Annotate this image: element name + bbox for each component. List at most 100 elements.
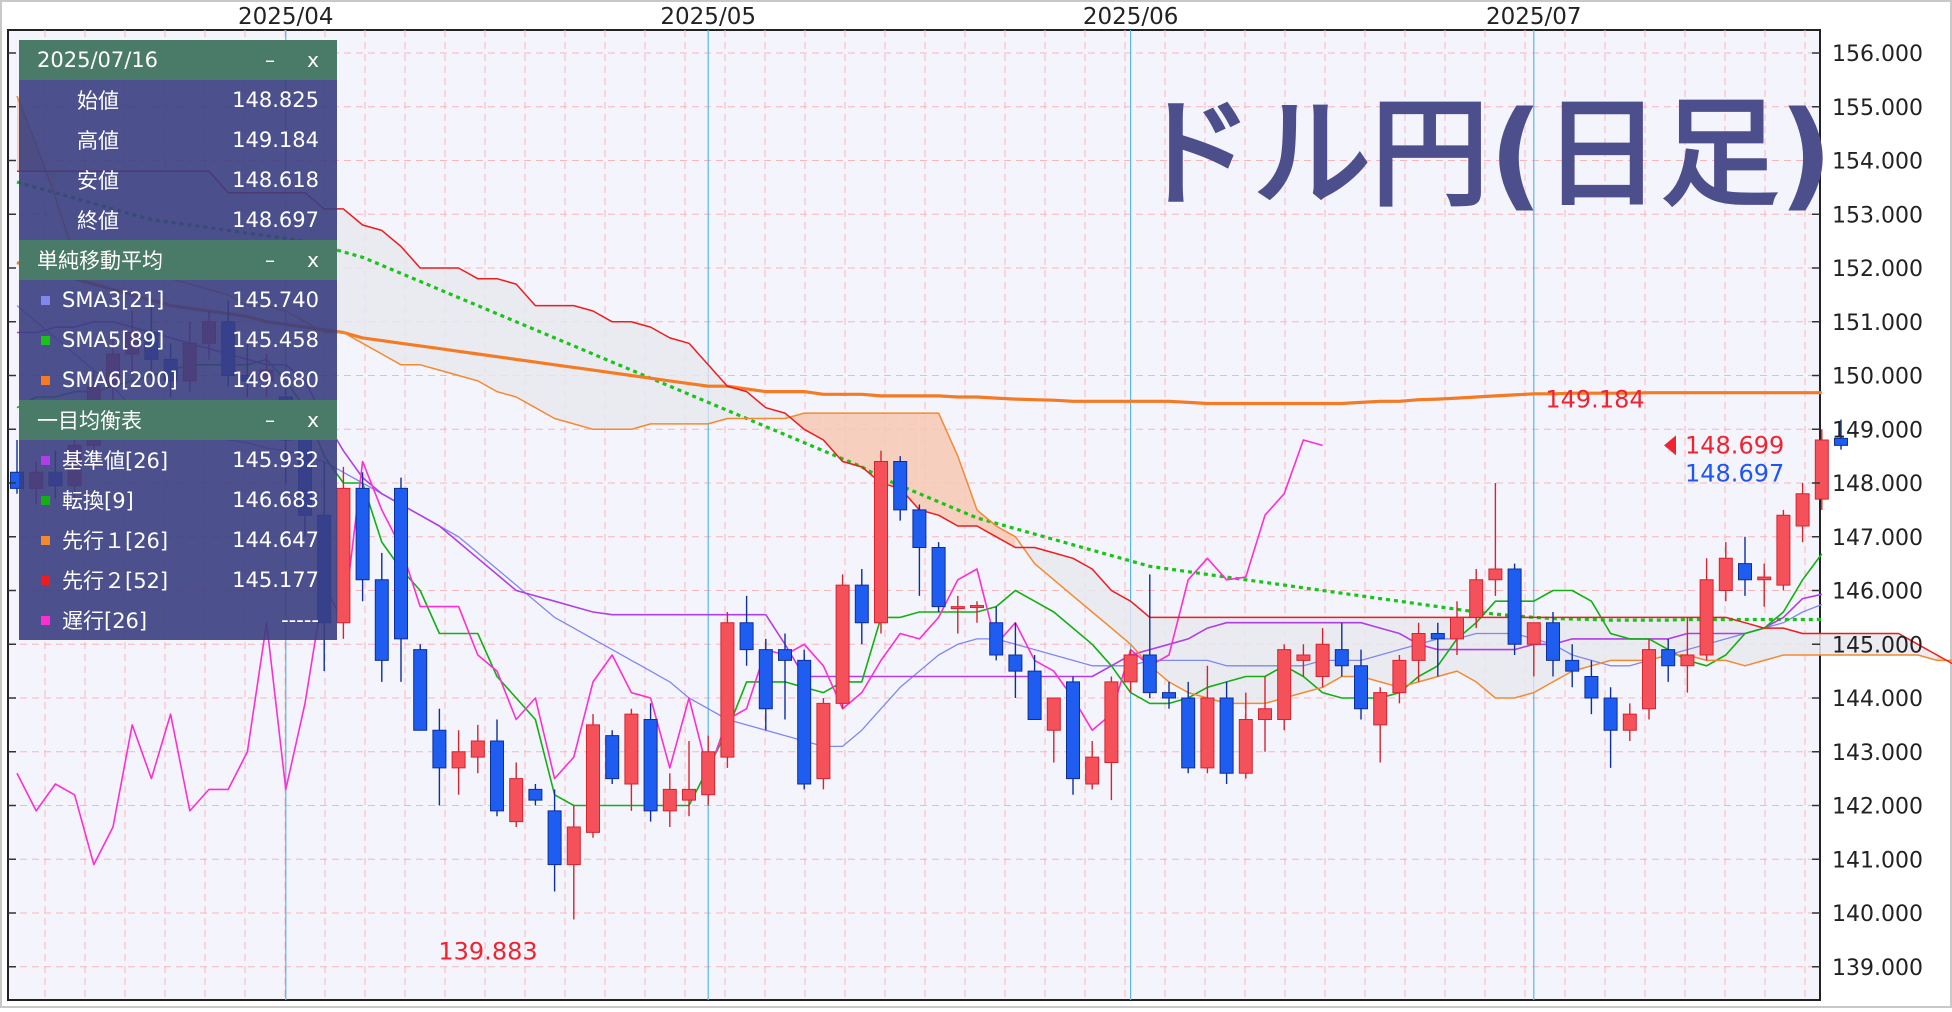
ohlc-row-high: 高値 149.184 bbox=[19, 120, 337, 160]
cloud-segment bbox=[957, 456, 977, 526]
legend-swatch bbox=[41, 535, 50, 545]
candle-body bbox=[912, 509, 927, 548]
candle-body bbox=[1411, 633, 1426, 661]
ichimoku-value: 146.683 bbox=[232, 488, 319, 512]
cloud-segment bbox=[477, 278, 497, 392]
candle-body bbox=[1757, 576, 1772, 581]
candle-body bbox=[1584, 676, 1599, 699]
candle-body bbox=[816, 702, 831, 780]
candle-body bbox=[547, 810, 562, 866]
candle-body bbox=[1123, 654, 1138, 683]
legend-swatch bbox=[41, 295, 50, 305]
ichimoku-value: 145.177 bbox=[232, 568, 319, 592]
cloud-segment bbox=[727, 386, 747, 419]
candle-body bbox=[701, 751, 716, 796]
cloud-segment bbox=[1764, 628, 1784, 661]
axes: 139.000 140.000 141.000 142.000 143.000 144.0… bbox=[8, 4, 1923, 981]
candle-body bbox=[355, 487, 370, 581]
candle-body bbox=[1718, 557, 1733, 591]
sma-title: 単純移動平均 bbox=[37, 249, 163, 273]
candle-body bbox=[432, 729, 447, 769]
candle-body bbox=[720, 622, 735, 758]
candle-body bbox=[413, 649, 428, 731]
bid-marker-icon bbox=[1664, 435, 1676, 456]
ichimoku-value: 144.647 bbox=[232, 528, 319, 552]
cloud-segment bbox=[1073, 558, 1093, 612]
ohlc-row-open: 始値 148.825 bbox=[19, 80, 337, 120]
ichimoku-label: 基準値[26] bbox=[62, 449, 169, 473]
chart-title: ドル円(日足) bbox=[1135, 85, 1833, 223]
ohlc-value: 148.697 bbox=[232, 208, 319, 232]
ichimoku-close-button[interactable]: x bbox=[307, 408, 319, 432]
candle-body bbox=[778, 649, 792, 661]
candle-body bbox=[394, 487, 408, 640]
legend-swatch bbox=[41, 495, 50, 505]
ohlc-header: 2025/07/16 – x bbox=[19, 40, 337, 80]
sma-row-sma5: SMA5[89] 145.458 bbox=[19, 320, 337, 360]
cloud-segment bbox=[362, 225, 382, 354]
sma-value: 149.680 bbox=[232, 368, 319, 392]
candle-body bbox=[1373, 692, 1388, 726]
ichimoku-minimize-button[interactable]: – bbox=[265, 408, 275, 432]
candle-body bbox=[1622, 713, 1637, 731]
candle-body bbox=[970, 605, 984, 609]
high-price-label: 149.184 bbox=[1545, 385, 1644, 413]
cloud-segment bbox=[497, 278, 517, 397]
candle-body bbox=[1795, 493, 1810, 527]
ohlc-minimize-button[interactable]: – bbox=[265, 48, 275, 72]
candle-body bbox=[643, 719, 658, 812]
cloud-segment bbox=[516, 284, 536, 408]
y-tick-label: 143.000 bbox=[1832, 741, 1923, 766]
ohlc-value: 148.618 bbox=[232, 168, 319, 192]
cloud-segment bbox=[842, 413, 862, 467]
cloud-segment bbox=[1860, 633, 1880, 655]
ichimoku-value: 145.932 bbox=[232, 448, 319, 472]
x-month-label: 2025/04 bbox=[238, 4, 334, 30]
candle-body bbox=[682, 788, 696, 801]
cloud-segment bbox=[1879, 633, 1899, 655]
cloud-segment bbox=[1034, 547, 1054, 580]
ohlc-label: 始値 bbox=[77, 89, 119, 113]
candle-body bbox=[1488, 568, 1503, 581]
candle-body bbox=[586, 724, 600, 833]
y-tick-label: 142.000 bbox=[1832, 795, 1923, 820]
cloud-segment bbox=[1188, 617, 1208, 698]
ohlc-date: 2025/07/16 bbox=[37, 48, 159, 72]
candle-body bbox=[1219, 697, 1234, 774]
sma-row-sma6: SMA6[200] 149.680 bbox=[19, 360, 337, 400]
candle-body bbox=[1008, 654, 1023, 672]
legend-swatch bbox=[41, 615, 50, 625]
candle-body bbox=[950, 606, 965, 610]
candle-body bbox=[758, 649, 773, 710]
candle-body bbox=[490, 740, 504, 812]
ichimoku-row-senkou2: 先行２[52] 145.177 bbox=[19, 560, 337, 600]
ohlc-value: 148.825 bbox=[232, 88, 319, 112]
cloud-segment bbox=[1841, 633, 1861, 655]
cloud-segment bbox=[381, 230, 401, 365]
x-month-label: 2025/06 bbox=[1083, 4, 1179, 30]
y-tick-label: 154.000 bbox=[1832, 150, 1923, 175]
sma-row-sma3: SMA3[21] 145.740 bbox=[19, 280, 337, 320]
sma-close-button[interactable]: x bbox=[307, 248, 319, 272]
ichimoku-row-tenkan: 転換[9] 146.683 bbox=[19, 480, 337, 520]
cloud-segment bbox=[458, 268, 478, 381]
candle-body bbox=[1315, 643, 1330, 677]
candle-body bbox=[1507, 568, 1522, 645]
candle-body bbox=[1661, 649, 1676, 667]
sma-label: SMA3[21] bbox=[62, 288, 165, 312]
y-tick-label: 146.000 bbox=[1832, 580, 1923, 605]
sma-minimize-button[interactable]: – bbox=[265, 248, 275, 272]
candle-body bbox=[1834, 437, 1848, 446]
last-price-label: 148.697 bbox=[1685, 460, 1784, 488]
candle-body bbox=[1200, 697, 1215, 769]
candle-body bbox=[1046, 697, 1061, 731]
y-tick-label: 156.000 bbox=[1832, 42, 1923, 67]
cloud-segment bbox=[343, 208, 363, 344]
cloud-segment bbox=[1245, 617, 1265, 704]
candle-body bbox=[624, 713, 639, 785]
ohlc-body: 始値 148.825 高値 149.184 安値 148.618 終値 148.697 bbox=[19, 80, 337, 240]
candle-body bbox=[1334, 649, 1349, 667]
candle-body bbox=[854, 584, 869, 624]
ohlc-close-button[interactable]: x bbox=[307, 48, 319, 72]
